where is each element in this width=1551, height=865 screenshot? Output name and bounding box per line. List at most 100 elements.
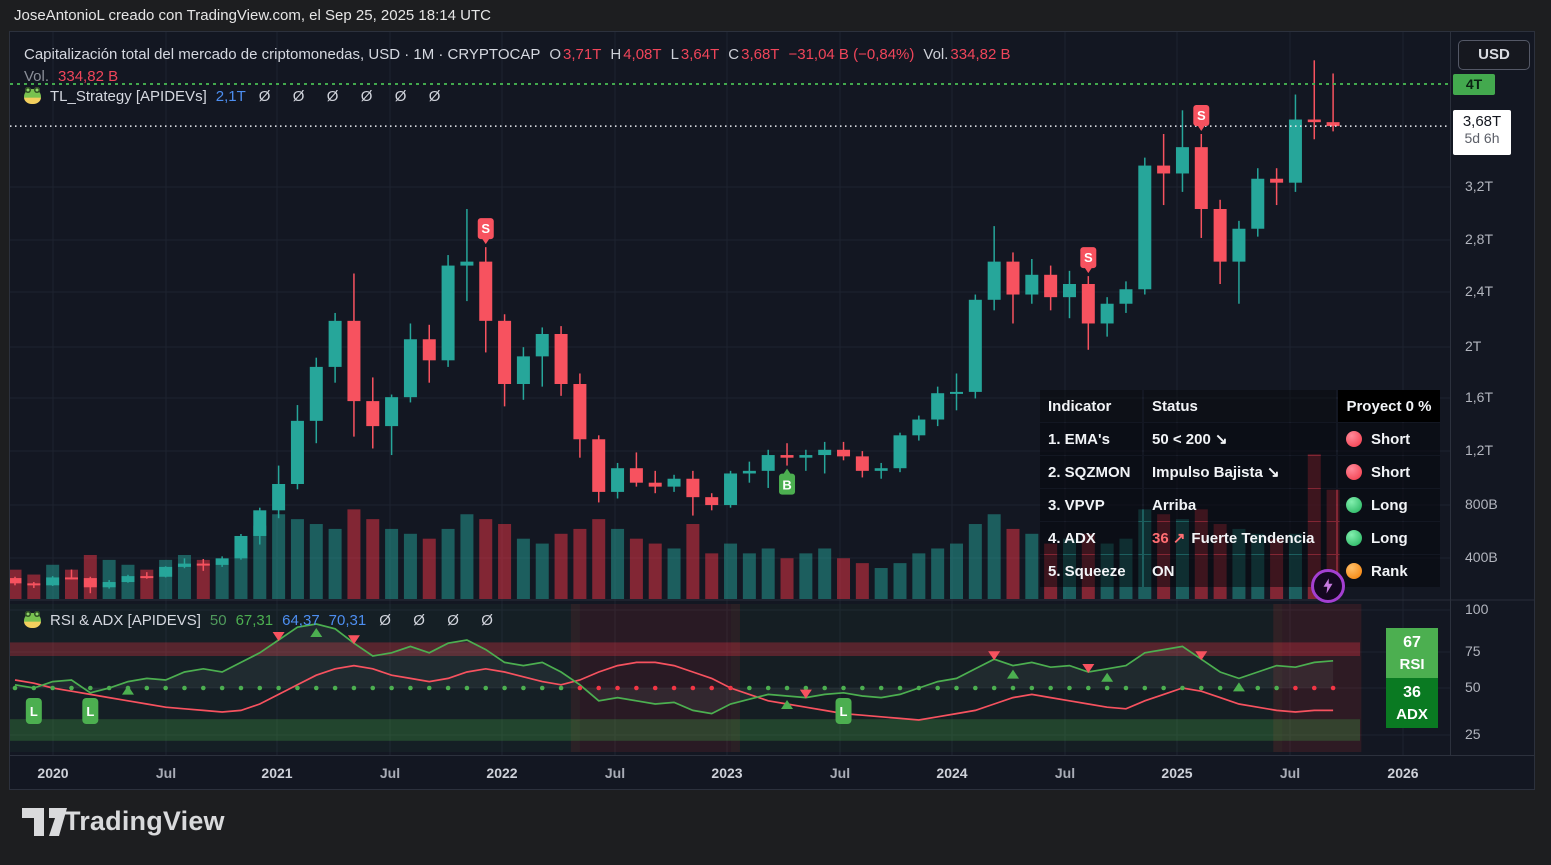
candle[interactable] [1157, 165, 1171, 174]
squeeze-zone [730, 604, 1283, 752]
tradingview-brand-text[interactable]: TradingView [64, 806, 225, 836]
volume-bar [893, 563, 907, 599]
candle[interactable] [441, 265, 455, 361]
candle[interactable] [1044, 274, 1058, 298]
candle[interactable] [516, 356, 530, 385]
candle[interactable] [893, 435, 907, 469]
candle[interactable] [1251, 178, 1265, 229]
candle[interactable] [629, 468, 643, 483]
candle[interactable] [422, 339, 436, 361]
sell-signal-label: S [481, 221, 490, 236]
rsi-indicator-name[interactable]: RSI & ADX [APIDEVS] [50, 612, 201, 629]
candle[interactable] [46, 577, 60, 586]
candle[interactable] [1213, 209, 1227, 262]
lightning-icon[interactable] [1311, 569, 1345, 603]
candle[interactable] [27, 583, 41, 586]
candle[interactable] [987, 261, 1001, 300]
candle[interactable] [366, 401, 380, 427]
candle[interactable] [705, 497, 719, 506]
volume-label[interactable]: Vol. [24, 68, 50, 85]
candle[interactable] [1307, 119, 1321, 123]
strategy-name[interactable]: TL_Strategy [APIDEVs] [50, 88, 207, 105]
volume-bar [573, 528, 587, 599]
candle[interactable] [1270, 178, 1284, 183]
candle[interactable] [272, 484, 286, 511]
candle[interactable] [385, 397, 399, 427]
candle[interactable] [234, 535, 248, 559]
candle[interactable] [10, 578, 22, 584]
candle[interactable] [1326, 122, 1340, 127]
candle[interactable] [140, 576, 154, 579]
midline-dot [69, 685, 74, 691]
candle[interactable] [83, 578, 97, 588]
candle[interactable] [347, 320, 361, 402]
candle[interactable] [460, 261, 474, 266]
candle[interactable] [968, 299, 982, 392]
price-axis[interactable]: USD 4T 3,68T 5d 6h 3,2T 2,8T 2,4T 2T 1,6T 1,2… [1450, 32, 1534, 755]
candle[interactable] [780, 455, 794, 458]
midline-dot [163, 685, 168, 691]
indicator-signal: Short [1338, 423, 1440, 455]
candle[interactable] [177, 563, 191, 567]
midline-dot [577, 685, 583, 691]
volume-bar [987, 514, 1001, 599]
candle[interactable] [742, 470, 756, 474]
candle[interactable] [196, 563, 210, 566]
candle[interactable] [1288, 119, 1302, 183]
candle[interactable] [1006, 261, 1020, 295]
candle[interactable] [253, 510, 267, 536]
candle[interactable] [799, 455, 813, 458]
candle[interactable] [874, 468, 888, 471]
candle[interactable] [912, 419, 926, 436]
currency-button[interactable]: USD [1458, 40, 1530, 70]
candle[interactable] [1081, 284, 1095, 324]
candle[interactable] [215, 558, 229, 565]
candle[interactable] [1119, 289, 1133, 304]
candle[interactable] [328, 320, 342, 367]
midline-dot [841, 685, 846, 691]
candle[interactable] [724, 473, 738, 506]
candle[interactable] [102, 582, 116, 588]
candle[interactable] [1138, 165, 1152, 290]
candle[interactable] [611, 468, 625, 492]
candle[interactable] [950, 391, 963, 394]
candle[interactable] [818, 449, 832, 456]
candle[interactable] [1100, 303, 1114, 324]
rsi-value-2: 64,37 [282, 612, 320, 629]
candle[interactable] [648, 482, 662, 487]
candle[interactable] [686, 478, 700, 498]
candle[interactable] [761, 455, 775, 471]
candle[interactable] [290, 420, 304, 485]
candle[interactable] [931, 393, 945, 420]
candle[interactable] [403, 339, 417, 398]
candle[interactable] [667, 478, 681, 487]
candle[interactable] [1025, 274, 1039, 295]
candle[interactable] [573, 384, 587, 440]
candle[interactable] [1194, 147, 1208, 210]
midline-dot [521, 685, 526, 691]
candle[interactable] [837, 449, 851, 457]
midline-dot [408, 685, 413, 691]
indicator-status: Impulso Bajista ↘ [1144, 456, 1336, 488]
time-tick-label: 2020 [37, 765, 69, 781]
candle[interactable] [64, 577, 78, 580]
candle[interactable] [855, 456, 869, 471]
symbol-title[interactable]: Capitalización total del mercado de crip… [24, 46, 541, 63]
candle[interactable] [1062, 284, 1076, 298]
time-tick-label: 2023 [711, 765, 743, 781]
candle[interactable] [309, 366, 323, 421]
midline-dot [1330, 685, 1336, 691]
candle[interactable] [1175, 147, 1189, 174]
candle[interactable] [479, 261, 493, 321]
candle[interactable] [159, 566, 173, 577]
time-axis[interactable]: 2020 Jul 2021 Jul 2022 Jul 2023 Jul 2024 Jul 2025 J… [10, 755, 1534, 789]
candle[interactable] [535, 334, 549, 357]
sell-signal-tip [481, 238, 490, 245]
candle[interactable] [592, 439, 606, 492]
candle[interactable] [1232, 228, 1246, 262]
indicator-status: Arriba [1144, 489, 1336, 521]
candle[interactable] [121, 576, 135, 583]
time-tick-label: 2026 [1387, 765, 1419, 781]
candle[interactable] [554, 334, 568, 385]
candle[interactable] [498, 320, 512, 385]
